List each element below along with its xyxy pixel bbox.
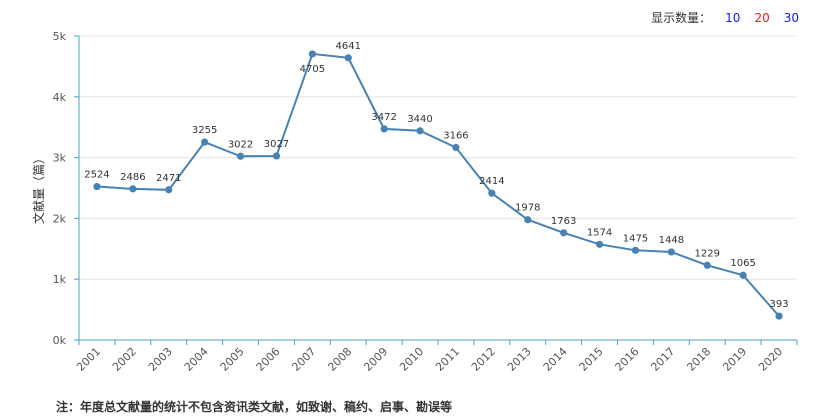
data-point (775, 312, 783, 320)
data-label: 1065 (730, 258, 755, 269)
axes (74, 35, 798, 345)
data-point (452, 143, 460, 152)
data-labels: 2524 2486 2471 3255 3022 3027 4705 4641 3472 3440… (84, 41, 788, 310)
data-point (272, 152, 281, 160)
data-point (703, 261, 711, 269)
y-tick-label: 2k (53, 212, 67, 225)
x-tick-label: 2013 (505, 345, 534, 374)
data-label: 3255 (192, 125, 217, 136)
data-label: 1448 (659, 235, 684, 246)
data-label: 3440 (407, 114, 432, 125)
x-tick-label: 2006 (254, 345, 283, 374)
display-count-option-30[interactable]: 30 (783, 10, 799, 25)
x-tick-label: 2016 (613, 345, 642, 374)
display-count-option-10[interactable]: 10 (725, 10, 741, 25)
data-point (631, 246, 640, 254)
data-point (416, 127, 424, 135)
data-label: 393 (770, 299, 789, 310)
series-line (96, 52, 780, 317)
x-tick-label: 2018 (684, 345, 713, 374)
y-tick-label: 3k (53, 152, 67, 165)
data-label: 1229 (695, 248, 720, 259)
data-point (165, 186, 173, 194)
data-point (308, 50, 316, 58)
data-label: 3166 (443, 131, 468, 142)
data-label: 1574 (587, 227, 612, 238)
x-tick-label: 2017 (648, 345, 677, 374)
x-tick-label: 2015 (577, 345, 606, 374)
data-point (739, 271, 747, 279)
data-label: 1763 (551, 216, 576, 227)
data-point (344, 54, 352, 62)
data-label: 2486 (120, 172, 145, 183)
x-tick-label: 2020 (756, 345, 785, 374)
x-tick-label: 2008 (325, 345, 354, 374)
y-tick-label: 0k (53, 334, 67, 347)
data-point (524, 216, 532, 224)
x-tick-label: 2002 (110, 345, 139, 374)
x-tick-label: 2011 (433, 345, 462, 374)
x-tick-label: 2010 (397, 345, 426, 374)
data-label: 1475 (623, 233, 648, 244)
data-label: 4641 (336, 41, 361, 52)
data-point (667, 248, 675, 256)
data-point (129, 185, 137, 193)
display-count-control: 显示数量： 10 20 30 (651, 9, 799, 26)
data-label: 2524 (84, 170, 109, 181)
x-tick-label: 2005 (218, 345, 247, 374)
data-label: 3027 (264, 139, 289, 150)
x-tick-label: 2019 (720, 345, 749, 374)
data-point (380, 125, 388, 133)
x-tick-label: 2007 (289, 345, 318, 374)
data-point (201, 138, 209, 146)
data-point (93, 182, 101, 191)
data-label: 3022 (228, 139, 253, 150)
y-tick-label: 5k (53, 30, 67, 43)
y-tick-label: 4k (53, 91, 67, 104)
data-label: 2414 (479, 176, 504, 187)
y-tick-label: 1k (53, 273, 67, 286)
y-tick-labels: 0k 1k 2k 3k 4k 5k (53, 30, 67, 347)
data-point (236, 152, 245, 160)
x-tick-label: 2003 (146, 345, 175, 374)
x-tick-label: 2001 (74, 345, 103, 374)
footnote: 注：年度总文献量的统计不包含资讯类文献，如致谢、稿约、启事、勘误等 (56, 400, 453, 414)
display-count-option-20[interactable]: 20 (754, 10, 770, 25)
data-label: 3472 (371, 112, 396, 123)
x-tick-label: 2009 (361, 345, 390, 374)
x-tick-label: 2014 (541, 345, 570, 374)
y-axis-label: 文献量（篇） (31, 152, 46, 224)
x-tick-labels: 2001 2002 2003 2004 2005 2006 2007 2008 2009 2010… (74, 345, 785, 374)
data-label: 4705 (300, 64, 325, 75)
data-point (488, 189, 496, 197)
display-count-label: 显示数量： (651, 11, 712, 25)
data-points (93, 50, 783, 320)
data-label: 1978 (515, 203, 540, 214)
grid-lines (79, 35, 797, 280)
x-tick-label: 2012 (469, 345, 498, 374)
x-tick-label: 2004 (182, 345, 211, 374)
data-point (560, 229, 568, 237)
data-label: 2471 (156, 173, 181, 184)
data-point (595, 240, 604, 248)
